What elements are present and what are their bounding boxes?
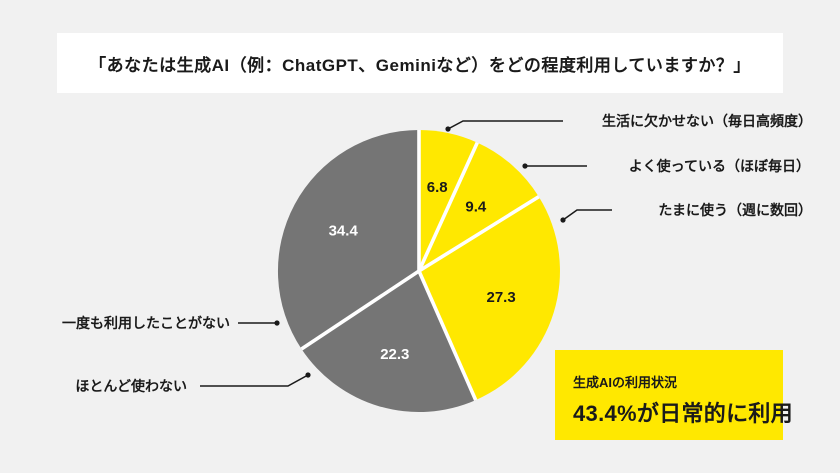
leader-dot-4 [274, 320, 280, 326]
callout-label-rarely: ほとんど使わない [75, 378, 187, 394]
slice-value-label-4: 34.4 [329, 223, 359, 240]
leader-line-0 [447, 120, 563, 130]
slice-divider [417, 141, 479, 272]
callout-label-daily-essential: 生活に欠かせない（毎日高頻度） [602, 113, 812, 129]
pie-slice-1 [419, 142, 539, 271]
leader-dot-3 [305, 372, 311, 378]
pie-slice-3 [301, 271, 476, 413]
slice-divider [417, 270, 478, 401]
survey-question-title: 「あなたは生成AI（例：ChatGPT、Geminiなど）をどの程度利用していま… [89, 55, 751, 75]
leader-line-2 [562, 209, 612, 221]
leader-dot-1 [522, 163, 528, 169]
callout-label-never: 一度も利用したことがない [62, 315, 230, 331]
summary-headline: 43.4%が日常的に利用 [573, 401, 793, 426]
summary-caption: 生成AIの利用状況 [573, 375, 678, 390]
slice-value-label-1: 9.4 [465, 199, 487, 216]
callout-label-weekly: たまに使う（週に数回） [658, 202, 812, 218]
slice-value-label-0: 6.8 [427, 179, 448, 196]
leader-dot-2 [560, 217, 566, 223]
leader-line-3 [200, 374, 309, 387]
callout-label-almost-daily: よく使っている（ほぼ毎日） [628, 158, 810, 174]
leader-dot-0 [445, 126, 451, 132]
slice-divider [300, 269, 420, 351]
slice-divider [418, 195, 540, 273]
slice-value-label-2: 27.3 [486, 289, 515, 306]
title-card: 「あなたは生成AI（例：ChatGPT、Geminiなど）をどの程度利用していま… [57, 33, 783, 93]
summary-box: 生成AIの利用状況 43.4%が日常的に利用 [555, 350, 793, 440]
slice-value-label-3: 22.3 [380, 346, 409, 363]
